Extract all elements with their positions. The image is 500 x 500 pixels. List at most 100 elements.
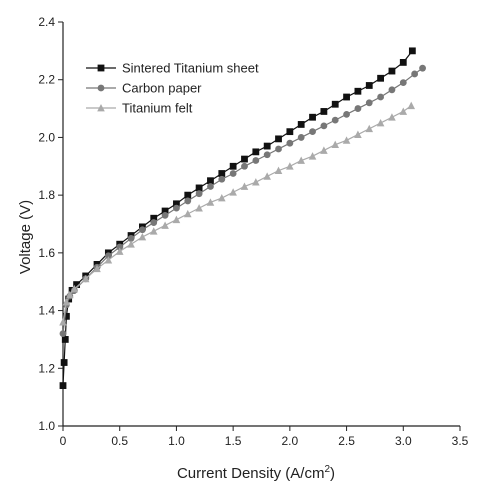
x-axis-label: Current Density (A/cm2) [177, 464, 335, 482]
data-point [252, 157, 260, 164]
x-tick-label: 3.5 [452, 434, 469, 448]
data-point [331, 140, 340, 149]
series-circle [59, 64, 426, 338]
data-point [218, 194, 226, 202]
data-point [320, 108, 328, 115]
data-point [275, 135, 282, 143]
data-point [207, 183, 214, 190]
data-point [59, 382, 67, 389]
data-point [59, 318, 67, 326]
data-point [252, 178, 260, 186]
legend-label: Carbon paper [122, 81, 202, 96]
data-point [331, 116, 339, 124]
x-tick-label: 3.0 [395, 434, 412, 448]
data-point [354, 87, 362, 95]
y-tick-label: 1.0 [38, 419, 55, 433]
data-point [354, 105, 362, 112]
y-tick-label: 2.4 [38, 15, 55, 29]
axes: 0 0.5 1.0 1.5 2.0 2.5 3.0 3.5 1.0 1.2 1.4 1.6 1.8 2.0… [38, 15, 468, 448]
legend-item: Carbon paper [86, 81, 202, 96]
series-line [62, 50, 413, 386]
data-point [376, 119, 385, 127]
data-point [252, 148, 260, 156]
data-point [116, 243, 124, 251]
data-point [115, 247, 124, 255]
series-line [62, 67, 423, 334]
legend-label: Titanium felt [122, 101, 193, 116]
data-point [411, 70, 419, 78]
data-point [408, 47, 416, 55]
data-point [138, 232, 147, 241]
data-point [407, 101, 416, 110]
data-point [184, 191, 192, 199]
series-layer [59, 47, 426, 389]
data-point [206, 198, 215, 206]
data-point [241, 162, 248, 170]
data-point [343, 110, 350, 118]
data-point [286, 139, 294, 147]
data-point [161, 207, 169, 215]
data-point [388, 86, 396, 94]
data-point [150, 214, 158, 222]
data-point [139, 226, 146, 234]
data-point [320, 146, 328, 154]
data-point [218, 175, 226, 183]
data-point [377, 74, 384, 82]
data-point [331, 100, 339, 108]
data-point [388, 113, 396, 121]
data-point [377, 93, 384, 101]
data-point [149, 227, 158, 235]
data-point [218, 170, 226, 177]
data-point [184, 197, 192, 205]
y-tick-label: 1.8 [38, 188, 55, 202]
data-point [365, 124, 374, 133]
data-point [297, 121, 305, 128]
data-point [81, 274, 90, 283]
y-tick-label: 2.0 [38, 130, 55, 144]
data-point [343, 93, 350, 101]
y-tick-label: 1.6 [38, 246, 55, 260]
series-triangle [59, 101, 416, 326]
data-point [61, 336, 69, 343]
y-axis-label: Voltage (V) [17, 200, 34, 274]
data-point [297, 134, 305, 141]
data-point [93, 264, 101, 273]
data-point [73, 281, 81, 288]
data-point [229, 162, 237, 170]
data-point [229, 170, 237, 177]
data-point [308, 152, 317, 160]
data-point [263, 151, 271, 159]
data-point [63, 312, 70, 320]
data-point [195, 184, 203, 192]
data-point [59, 330, 67, 338]
data-point [161, 211, 169, 219]
data-point [399, 79, 407, 86]
data-point [388, 67, 396, 75]
data-point [240, 182, 249, 190]
legend-marker [97, 64, 105, 72]
data-point [195, 190, 203, 198]
data-point [309, 128, 316, 136]
data-point [60, 359, 68, 366]
y-tick-label: 2.2 [38, 73, 55, 87]
series-square [59, 47, 416, 389]
legend-marker [97, 104, 105, 112]
x-tick-label: 1.0 [168, 434, 185, 448]
legend-marker [97, 84, 105, 92]
data-point [342, 136, 351, 144]
data-point [150, 219, 158, 226]
data-point [173, 204, 180, 212]
data-point [172, 215, 181, 224]
data-point [229, 188, 237, 196]
data-point [207, 177, 214, 185]
legend-item: Sintered Titanium sheet [86, 61, 259, 76]
data-point [195, 204, 203, 212]
data-point [365, 82, 373, 89]
series-line [62, 105, 412, 323]
data-point [399, 59, 407, 66]
data-point [241, 155, 248, 163]
data-point [275, 145, 282, 153]
legend-label: Sintered Titanium sheet [122, 61, 259, 76]
data-point [263, 142, 271, 150]
